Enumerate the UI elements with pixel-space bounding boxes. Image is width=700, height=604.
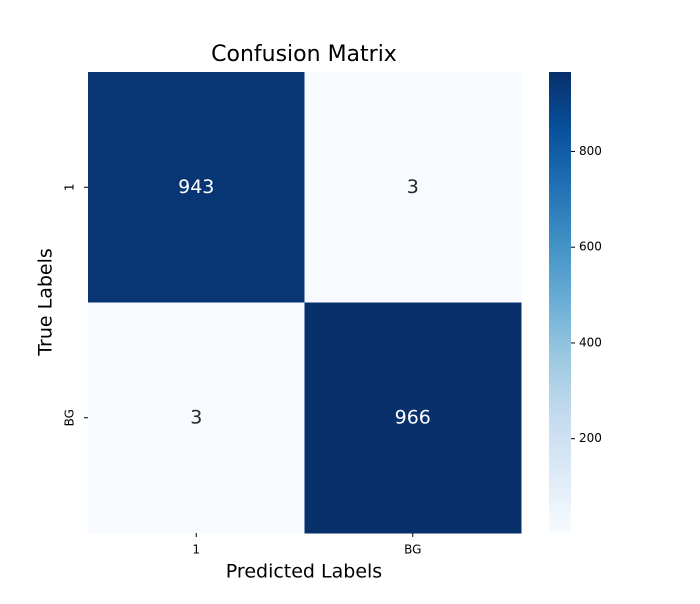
heatmap-cell	[304, 72, 522, 303]
cell-label: 3	[190, 406, 202, 428]
colorbar-tick-label: 800	[579, 144, 602, 158]
colorbar	[549, 72, 571, 533]
y-tick-label: BG	[63, 409, 77, 426]
chart-title: Confusion Matrix	[211, 42, 397, 67]
x-tick-label: BG	[404, 543, 421, 557]
colorbar-tick-label: 200	[579, 431, 602, 445]
y-axis-label: True Labels	[35, 248, 57, 357]
heatmap-cell	[88, 302, 305, 534]
cell-label: 3	[407, 176, 419, 198]
y-tick-label: 1	[63, 183, 77, 191]
colorbar-tick-label: 600	[579, 240, 602, 254]
heatmap-cell	[88, 72, 305, 303]
cell-label: 966	[395, 406, 431, 428]
heatmap-cell	[304, 302, 522, 534]
x-tick-label: 1	[192, 543, 200, 557]
cell-label: 943	[178, 176, 214, 198]
x-axis-label: Predicted Labels	[226, 561, 382, 583]
colorbar-tick-label: 400	[579, 335, 602, 349]
